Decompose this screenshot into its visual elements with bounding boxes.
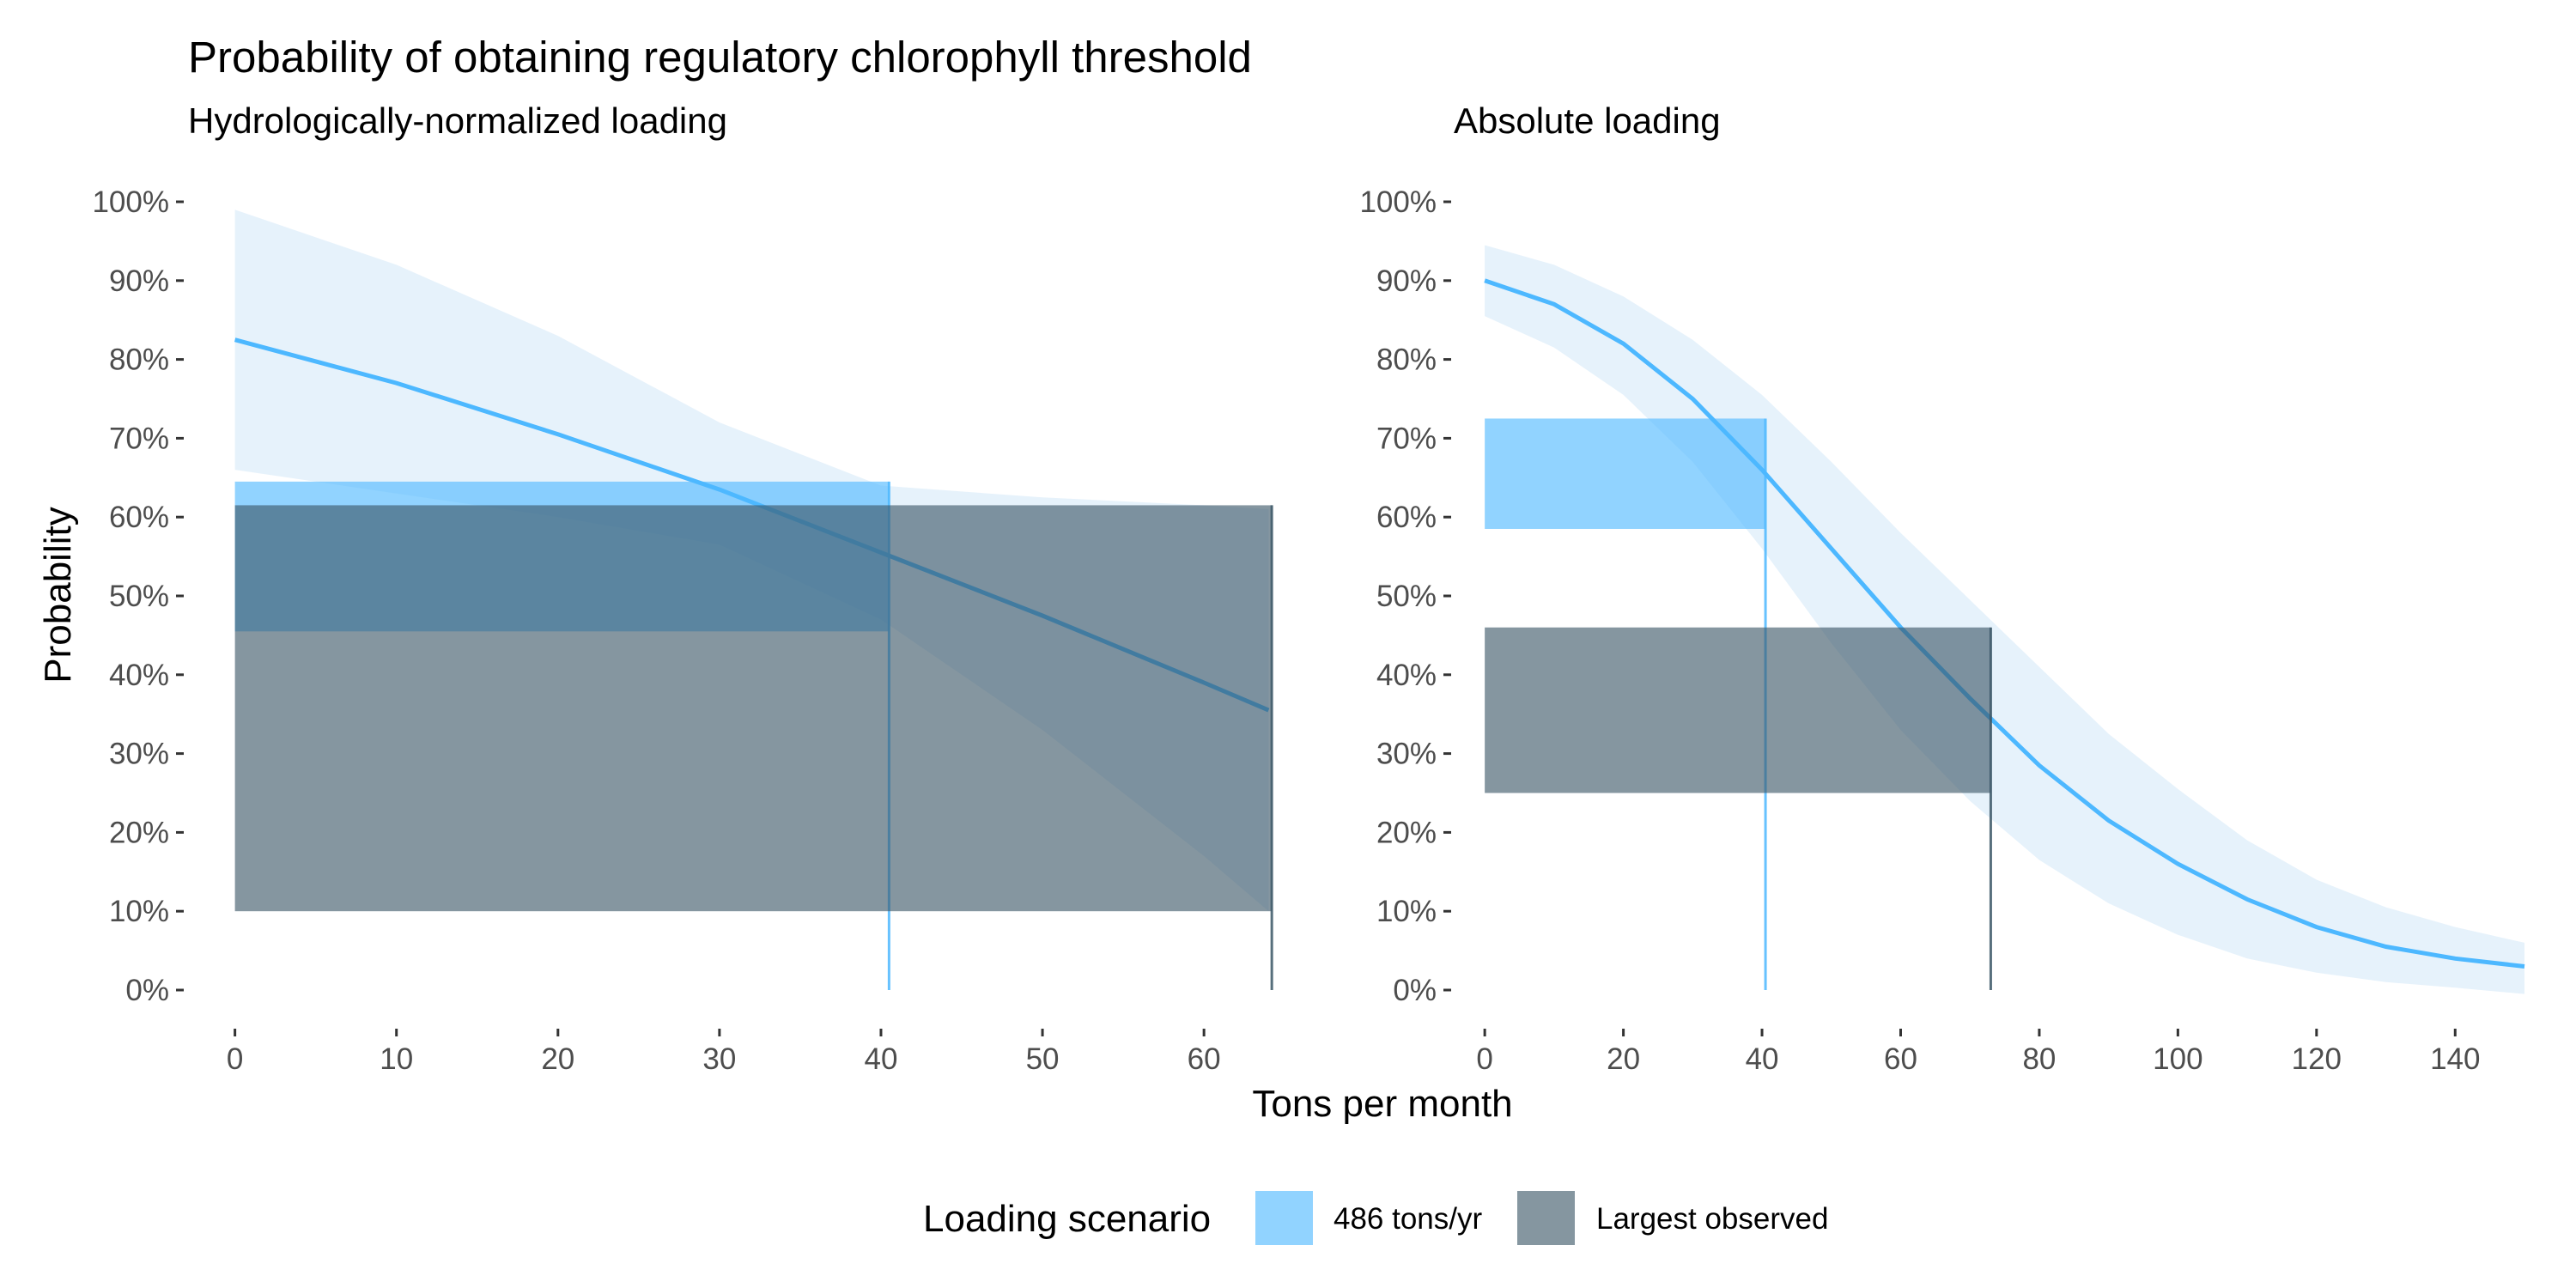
y-tick-label: 10% — [1376, 895, 1437, 928]
x-tick-label: 60 — [1884, 1042, 1917, 1076]
x-tick-label: 60 — [1188, 1042, 1221, 1076]
y-tick-label: 60% — [1376, 501, 1437, 534]
legend-swatch-largest-observed — [1517, 1191, 1575, 1245]
y-tick-label: 20% — [109, 816, 169, 849]
x-tick-label: 20 — [541, 1042, 574, 1076]
x-tick-label: 50 — [1026, 1042, 1060, 1076]
x-tick-label: 40 — [1746, 1042, 1779, 1076]
y-tick-label: 0% — [1393, 974, 1437, 1007]
panel-absolute-loading: Absolute loading 0% 10% 20% 30% 40% 50% 60% 70%… — [1359, 100, 2525, 1076]
y-tick-label: 100% — [1359, 185, 1437, 219]
panel-subtitle: Hydrologically-normalized loading — [188, 100, 727, 141]
y-tick-label: 30% — [1376, 738, 1437, 771]
y-tick-label: 10% — [109, 895, 169, 928]
y-tick-label: 20% — [1376, 816, 1437, 849]
y-tick-label: 70% — [1376, 422, 1437, 455]
y-axis-title: Probability — [37, 507, 79, 683]
x-tick-label: 100 — [2153, 1042, 2202, 1076]
x-tick-label: 30 — [702, 1042, 736, 1076]
y-tick-label: 50% — [109, 580, 169, 613]
y-tick-label: 90% — [109, 264, 169, 298]
x-tick-label: 0 — [227, 1042, 243, 1076]
panel-hydrologically-normalized: Hydrologically-normalized loading 0% 10% 2… — [92, 100, 1273, 1076]
y-tick-label: 50% — [1376, 580, 1437, 613]
y-tick-label: 90% — [1376, 264, 1437, 298]
scenario-bar-486-tons-yr — [1485, 418, 1766, 529]
x-tick-label: 140 — [2430, 1042, 2480, 1076]
panel-subtitle: Absolute loading — [1454, 100, 1721, 141]
x-tick-label: 10 — [380, 1042, 413, 1076]
y-tick-label: 0% — [125, 974, 169, 1007]
fitted-curve — [1484, 278, 2525, 969]
legend: Loading scenario 486 tons/yr Largest obs… — [923, 1191, 1828, 1245]
x-tick-label: 0 — [1476, 1042, 1492, 1076]
y-tick-label: 70% — [109, 422, 169, 455]
scenario-bar-largest-observed — [1485, 627, 1991, 793]
y-tick-label: 40% — [109, 659, 169, 692]
y-tick-label: 40% — [1376, 659, 1437, 692]
x-tick-label: 120 — [2292, 1042, 2342, 1076]
y-tick-label: 30% — [109, 738, 169, 771]
y-tick-label: 80% — [1376, 343, 1437, 377]
legend-swatch-486-tons-yr — [1255, 1191, 1313, 1245]
x-tick-label: 40 — [865, 1042, 898, 1076]
scenario-bar-largest-observed — [234, 505, 1273, 912]
x-tick-label: 20 — [1607, 1042, 1640, 1076]
legend-title: Loading scenario — [923, 1198, 1211, 1240]
confidence-band — [234, 210, 1269, 912]
y-tick-label: 60% — [109, 501, 169, 534]
legend-label-486-tons-yr: 486 tons/yr — [1334, 1202, 1482, 1236]
x-tick-label: 80 — [2022, 1042, 2056, 1076]
legend-label-largest-observed: Largest observed — [1596, 1202, 1828, 1236]
chart-title: Probability of obtaining regulatory chlo… — [188, 33, 1252, 82]
x-axis-title: Tons per month — [1252, 1083, 1512, 1125]
y-tick-label: 100% — [92, 185, 169, 219]
y-tick-label: 80% — [109, 343, 169, 377]
